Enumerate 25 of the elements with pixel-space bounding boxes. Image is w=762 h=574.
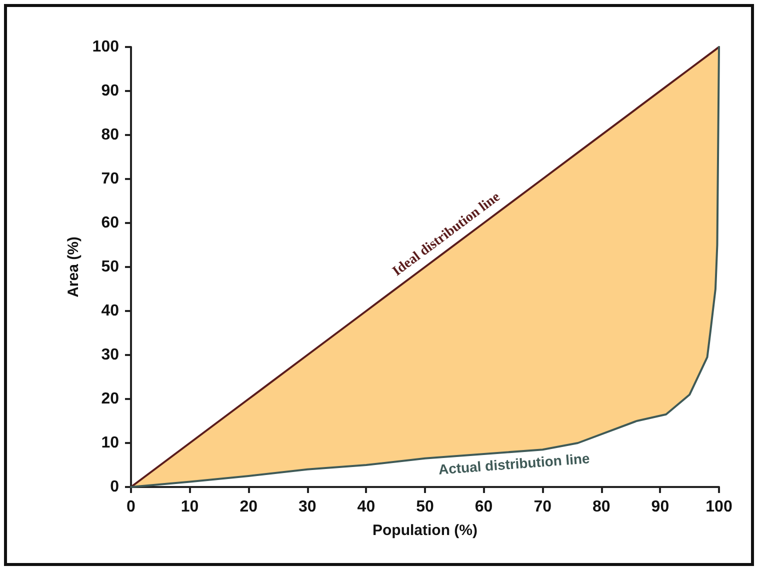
x-tick-label: 10 xyxy=(180,498,199,516)
series-label: Actual distribution line xyxy=(438,450,590,478)
x-tick-label: 60 xyxy=(474,498,493,516)
y-tick-label: 40 xyxy=(101,302,120,320)
x-tick-label: 70 xyxy=(534,498,552,516)
y-tick-label: 80 xyxy=(101,126,120,144)
y-tick-label: 70 xyxy=(101,170,120,188)
y-tick-label: 10 xyxy=(101,434,120,452)
y-tick-label: 30 xyxy=(101,346,120,364)
x-tick-label: 90 xyxy=(651,498,670,516)
y-tick-label: 60 xyxy=(101,214,120,232)
y-tick-label: 90 xyxy=(101,82,120,100)
y-tick-label: 50 xyxy=(101,258,120,276)
x-axis-title: Population (%) xyxy=(372,522,478,539)
x-tick-label: 20 xyxy=(240,498,258,516)
x-tick-label: 0 xyxy=(126,498,136,516)
x-tick-label: 50 xyxy=(416,498,434,516)
y-tick-label: 20 xyxy=(101,390,120,408)
y-tick-label: 100 xyxy=(92,38,120,56)
x-tick-label: 100 xyxy=(706,498,732,516)
y-axis-title: Area (%) xyxy=(65,236,82,298)
x-tick-label: 80 xyxy=(592,498,610,516)
x-tick-label: 30 xyxy=(298,498,316,516)
y-tick-label: 0 xyxy=(110,478,120,496)
x-tick-label: 40 xyxy=(357,498,376,516)
